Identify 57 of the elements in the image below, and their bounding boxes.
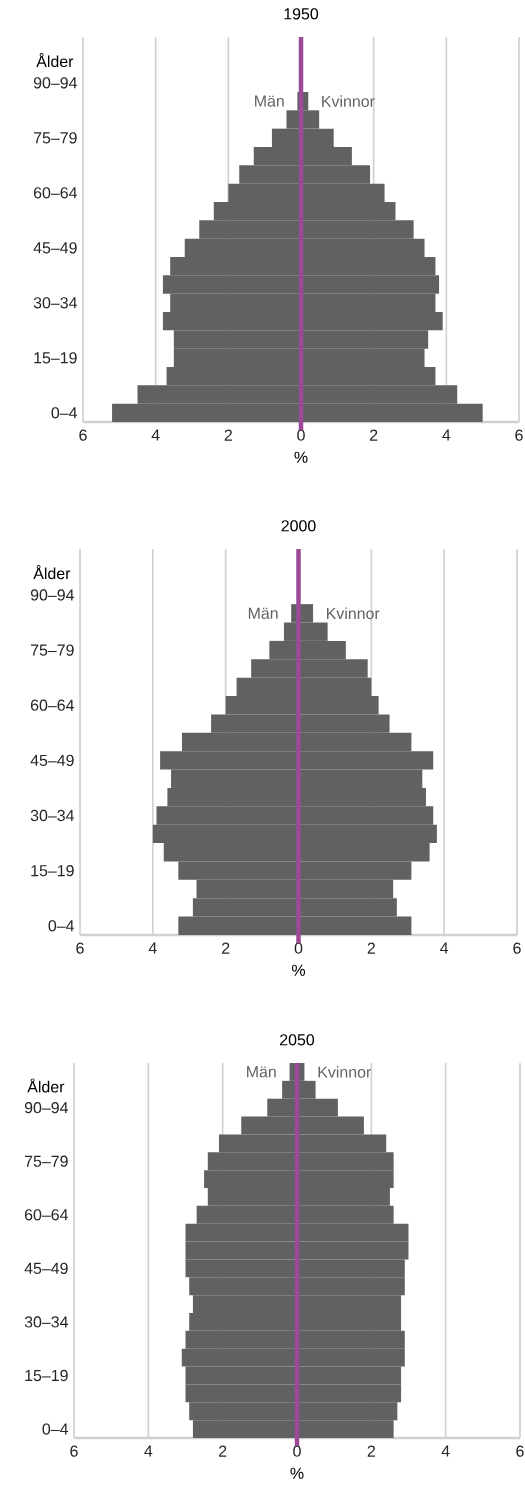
x-tick-label: 4	[148, 942, 157, 954]
x-tick-label: 2	[367, 1445, 375, 1457]
series-label: Kvinnor	[318, 1066, 372, 1078]
y-tick-label: 90–94	[30, 589, 74, 601]
y-tick-label: 30–34	[33, 297, 77, 309]
y-tick-label: 60–64	[24, 1209, 68, 1221]
y-tick-label: 60–64	[33, 187, 77, 199]
y-tick-label: 45–49	[24, 1262, 68, 1274]
y-tick-label: 75–79	[24, 1155, 68, 1167]
x-tick-label: 4	[441, 1445, 450, 1457]
x-tick-label: 4	[144, 1445, 153, 1457]
y-axis-title: Ålder	[27, 1078, 65, 1093]
x-tick-label: 6	[79, 429, 87, 441]
x-tick-label: 0	[293, 1445, 301, 1457]
x-tick-label: 2	[367, 942, 375, 954]
x-tick-label: 2	[222, 942, 230, 954]
y-tick-label: 90–94	[33, 77, 77, 89]
chart-title: 2000	[281, 520, 316, 532]
x-tick-label: 4	[440, 942, 449, 954]
y-tick-label: 0–4	[51, 407, 77, 419]
x-tick-label: 0	[294, 942, 303, 954]
y-tick-label: 15–19	[31, 865, 74, 877]
x-tick-label: 0	[297, 429, 305, 441]
x-axis-title: %	[294, 451, 308, 463]
series-label: Män	[248, 607, 278, 619]
series-label: Män	[255, 95, 284, 107]
x-axis-title: %	[291, 964, 306, 976]
chart-title: 2050	[280, 1034, 315, 1046]
y-tick-label: 75–79	[33, 132, 77, 144]
y-tick-label: 60–64	[30, 699, 74, 711]
y-tick-label: 90–94	[24, 1101, 68, 1114]
series-label: Män	[247, 1066, 276, 1078]
x-tick-label: 6	[76, 942, 84, 954]
x-tick-label: 6	[513, 942, 521, 954]
y-tick-label: 15–19	[25, 1369, 68, 1382]
y-tick-label: 75–79	[30, 644, 74, 656]
y-axis-title: Ålder	[36, 53, 74, 68]
y-tick-label: 30–34	[30, 809, 74, 822]
y-tick-label: 45–49	[30, 754, 74, 767]
x-tick-label: 4	[151, 429, 160, 441]
y-tick-label: 15–19	[34, 352, 77, 364]
x-tick-label: 2	[219, 1445, 227, 1457]
series-label: Kvinnor	[327, 607, 380, 620]
y-tick-label: 0–4	[48, 920, 74, 932]
y-tick-label: 0–4	[42, 1423, 68, 1435]
y-tick-label: 45–49	[33, 242, 77, 254]
x-axis-title: %	[290, 1467, 304, 1479]
x-tick-label: 2	[370, 429, 378, 441]
x-tick-label: 4	[442, 429, 451, 441]
x-tick-label: 6	[516, 1445, 524, 1457]
y-axis-title: Ålder	[33, 565, 71, 580]
x-tick-label: 6	[70, 1445, 78, 1457]
chart-title: 1950	[284, 8, 319, 20]
x-tick-label: 2	[224, 429, 232, 441]
x-tick-label: 6	[515, 429, 523, 441]
y-tick-label: 30–34	[24, 1316, 68, 1328]
series-label: Kvinnor	[322, 95, 375, 108]
